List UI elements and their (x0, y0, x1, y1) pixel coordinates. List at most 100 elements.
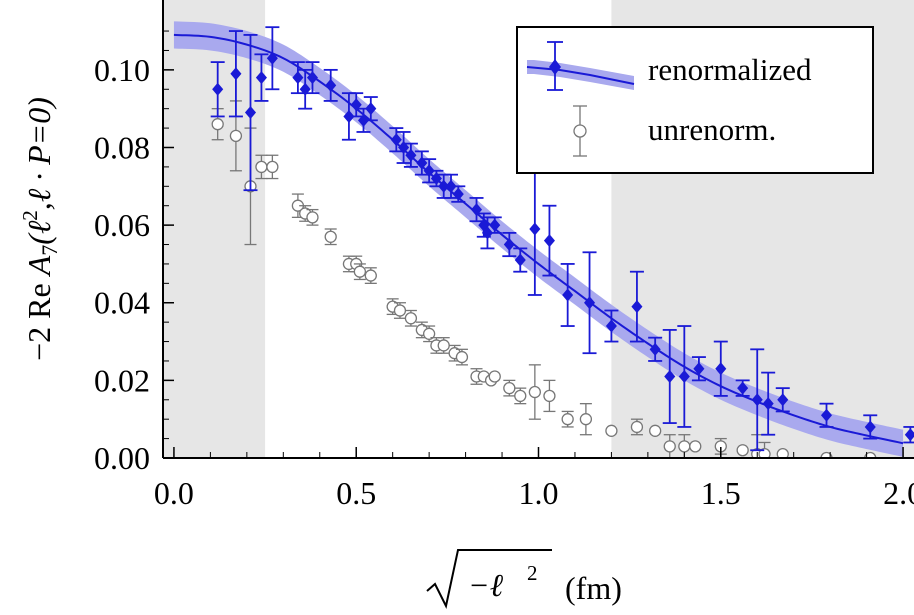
legend: renormalized unrenorm. (516, 26, 874, 174)
renormalized-series (210, 26, 914, 452)
legend-diamond-marker (549, 59, 561, 75)
renorm-point-36 (678, 369, 690, 383)
legend-label-renormalized: renormalized (648, 52, 812, 87)
renorm-point-44 (864, 420, 876, 434)
renorm-point-12 (365, 102, 377, 116)
renorm-point-15 (405, 148, 417, 162)
unrenorm-point-32 (605, 424, 618, 437)
renorm-point-43 (820, 408, 833, 422)
unrenorm-point-26 (503, 381, 516, 395)
renorm-point-26 (503, 238, 515, 252)
ylabel-args-rest: ,ℓ · P=0) (21, 97, 57, 210)
renorm-point-37 (693, 362, 705, 376)
legend-label-unrenorm: unrenorm. (648, 112, 776, 147)
renorm-point-33 (631, 300, 643, 314)
renorm-point-25 (489, 218, 501, 232)
ylabel-args-open: (ℓ (21, 220, 57, 245)
legend-box (516, 26, 874, 174)
renorm-point-29 (543, 234, 555, 248)
renorm-point-38 (715, 362, 727, 376)
y-tick-label-5: 0.10 (94, 52, 150, 88)
unrenorm-point-17 (422, 327, 436, 340)
unrenorm-point-28 (528, 385, 542, 399)
renorm-point-1 (230, 67, 242, 81)
unrenorm-point-8 (324, 230, 337, 243)
renorm-point-19 (438, 179, 450, 193)
y-axis-label-text: −2 Re A7(ℓ2,ℓ · P=0) (18, 97, 62, 361)
renorm-point-35 (664, 369, 676, 383)
renorm-point-34 (649, 342, 661, 356)
renorm-point-45 (904, 428, 914, 442)
renorm-point-41 (762, 397, 774, 411)
x-tick-label-3: 1.5 (701, 475, 741, 511)
y-tick-label-2: 0.04 (94, 285, 150, 321)
x-tick-label-2: 1.0 (519, 475, 559, 511)
y-tick-label-3: 0.06 (94, 207, 150, 243)
y-tick-label-4: 0.08 (94, 129, 150, 165)
unrenorm-point-31 (579, 413, 593, 426)
xlabel-radical-content: −ℓ (468, 567, 504, 603)
renorm-point-40 (751, 393, 763, 407)
unrenorm-point-11 (353, 265, 367, 278)
radical-sign (426, 549, 552, 609)
renorm-point-4 (266, 51, 278, 65)
unrenorm-point-3 (255, 160, 268, 174)
unrenorm-point-1 (229, 129, 243, 142)
renorm-point-13 (390, 133, 402, 147)
renorm-point-5 (292, 71, 304, 85)
renorm-point-30 (562, 288, 574, 302)
xlabel-exponent: 2 (527, 561, 538, 585)
renorm-point-39 (737, 381, 749, 395)
renorm-point-21 (452, 187, 464, 201)
x-tick-label-0: 0.0 (154, 475, 194, 511)
unrenorm-point-7 (306, 211, 319, 224)
unrenorm-point-15 (404, 312, 418, 325)
renorm-point-24 (481, 226, 493, 240)
shaded-region-0 (163, 0, 266, 458)
ylabel-args-exp: 2 (18, 210, 42, 221)
unrenorm-point-30 (561, 413, 574, 426)
renorm-point-9 (343, 109, 355, 123)
renorm-point-11 (357, 113, 370, 127)
y-axis-label: −2 Re A7(ℓ2,ℓ · P=0) (18, 97, 62, 361)
ylabel-symbol: A (21, 255, 57, 277)
legend-circle-marker (573, 124, 587, 138)
y-tick-label-0: 0.00 (94, 440, 150, 476)
renorm-point-32 (605, 319, 617, 333)
unrenorm-point-4 (266, 160, 279, 174)
renorm-point-3 (255, 71, 267, 85)
renorm-point-17 (423, 164, 435, 178)
unrenorm-point-14 (393, 304, 407, 317)
ylabel-subscript: 7 (37, 245, 62, 256)
renorm-point-7 (306, 71, 318, 85)
unrenorm-point-39 (736, 444, 749, 457)
unrenorm-point-29 (543, 389, 556, 403)
axis-ticks: 0.0 0.5 1.0 1.5 2.0 0.00 0.02 0.04 0.06 0.08 0.10 (94, 30, 914, 511)
renorm-point-28 (529, 222, 541, 236)
legend-line-swatch (526, 66, 635, 85)
x-axis-label: −ℓ 2 (fm) (426, 549, 622, 609)
unrenorm-point-33 (630, 420, 644, 434)
renorm-point-42 (777, 393, 789, 407)
ylabel-prefix: −2 Re (21, 275, 57, 361)
unrenorm-point-36 (678, 440, 691, 453)
y-tick-label-1: 0.02 (94, 362, 150, 398)
x-tick-label-1: 0.5 (336, 475, 376, 511)
unrenorm-point-34 (649, 424, 662, 437)
renorm-point-8 (325, 78, 337, 92)
xlabel-unit: (fm) (565, 570, 622, 606)
unrenorm-point-19 (437, 339, 450, 352)
unrenorm-point-35 (663, 440, 676, 453)
unrenorm-point-12 (364, 269, 377, 282)
renorm-point-0 (212, 82, 224, 96)
unrenorm-point-0 (211, 118, 224, 131)
unrenorm-point-25 (488, 370, 501, 383)
renorm-point-2 (244, 106, 257, 120)
unrenorm-point-21 (455, 350, 469, 364)
unrenorm-point-42 (776, 447, 789, 458)
renorm-point-20 (445, 179, 457, 193)
x-tick-label-4: 2.0 (883, 475, 914, 511)
unrenorm-point-43 (820, 451, 833, 458)
